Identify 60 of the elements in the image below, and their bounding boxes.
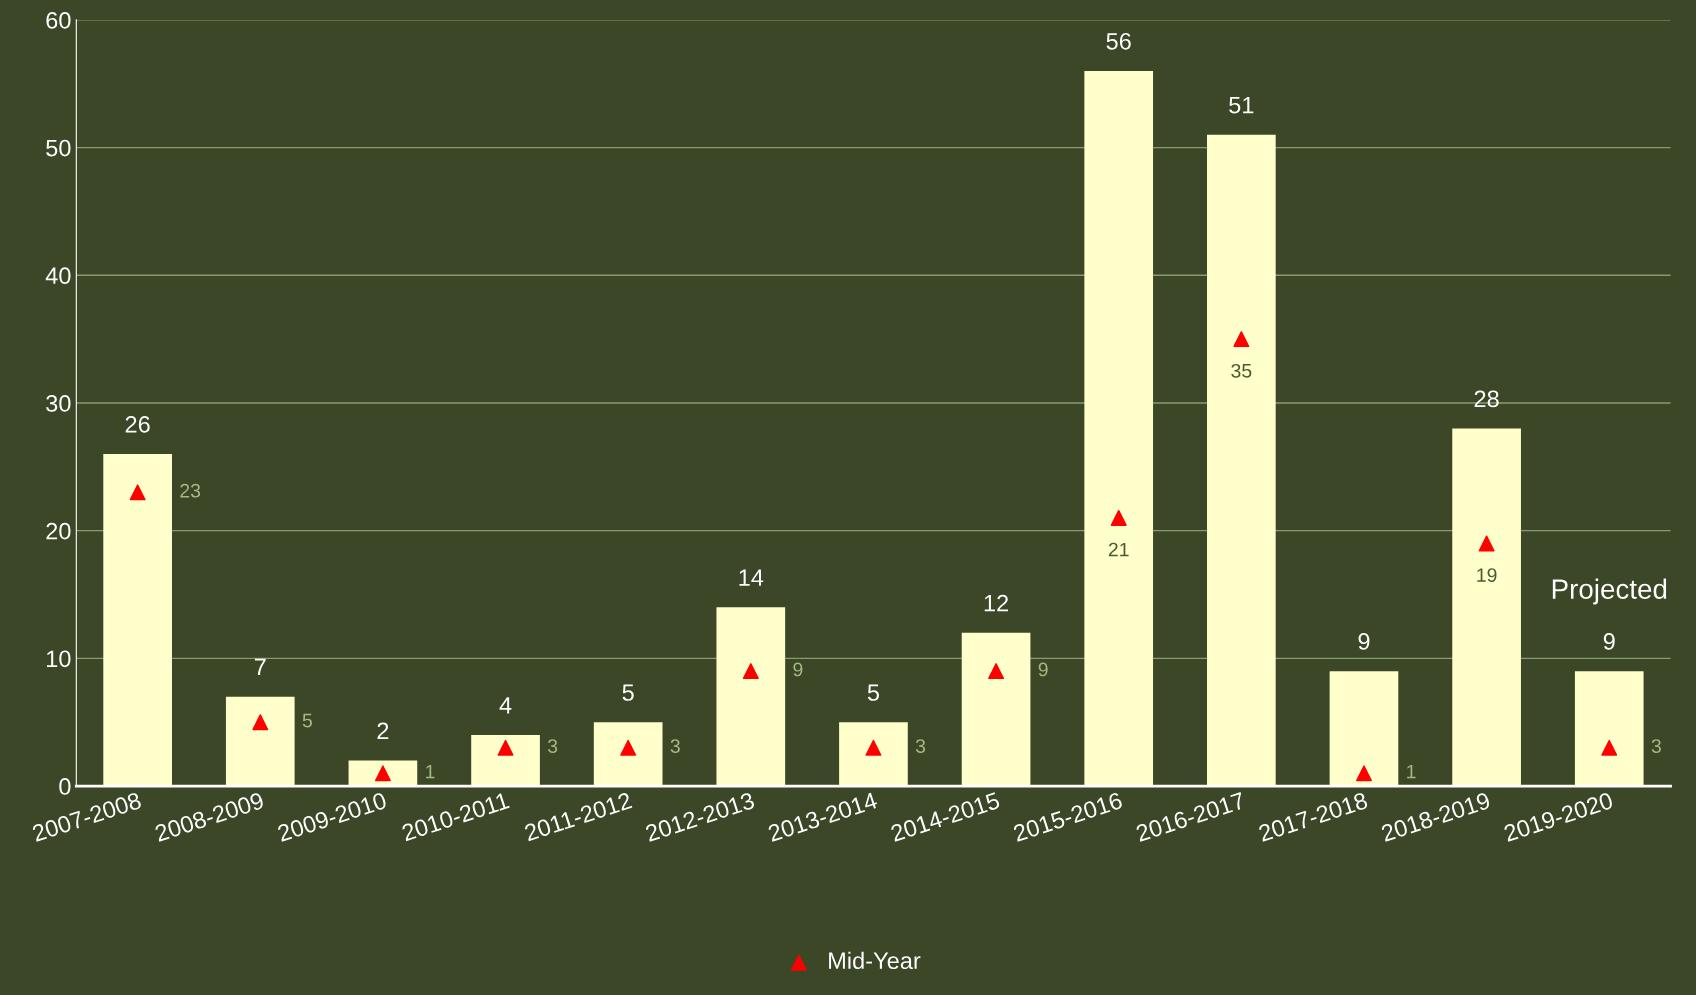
data-label: 7 [254, 658, 266, 676]
bar [471, 734, 540, 787]
y-tick-label: 10 [47, 650, 71, 668]
data-label: 26 [125, 416, 150, 433]
data-label: 3 [1651, 739, 1661, 753]
y-tick-label: 0 [59, 778, 71, 795]
point [865, 739, 882, 756]
data-label: 3 [547, 739, 558, 753]
point [988, 663, 1005, 680]
bar [1329, 671, 1399, 787]
bar [1084, 70, 1154, 787]
data-label: 1 [426, 764, 435, 779]
data-label: 1 [1407, 764, 1416, 779]
data-label: 9 [1358, 633, 1370, 650]
point [1478, 535, 1495, 552]
data-label: 56 [1106, 32, 1131, 50]
legend-label: Mid-Year [829, 951, 921, 970]
data-label: 21 [1108, 542, 1129, 557]
data-label: 23 [180, 483, 201, 498]
data-label: 51 [1229, 97, 1254, 114]
data-label: 35 [1231, 363, 1252, 378]
bar [1207, 134, 1276, 787]
bar [103, 454, 172, 787]
point [129, 484, 146, 501]
point [374, 765, 391, 782]
bar [961, 632, 1031, 787]
point [742, 663, 759, 680]
bar [593, 722, 663, 787]
data-label: 2 [377, 722, 389, 739]
y-tick-label: 40 [45, 267, 71, 285]
y-tick-label: 60 [46, 11, 71, 29]
data-label: 19 [1477, 568, 1497, 582]
point [497, 739, 514, 756]
data-label: 9 [1603, 633, 1615, 650]
y-tick-label: 50 [46, 139, 71, 157]
data-label: 14 [739, 569, 764, 586]
data-label: 9 [793, 662, 803, 677]
data-label: 4 [499, 697, 512, 714]
data-label: 5 [867, 684, 880, 701]
data-label: 9 [1038, 662, 1048, 677]
bar [1452, 428, 1521, 787]
bar [716, 607, 786, 787]
y-tick-label: 20 [46, 522, 71, 540]
point [1233, 331, 1250, 348]
data-label: 28 [1474, 390, 1499, 408]
data-label: 5 [302, 713, 312, 728]
point [252, 714, 269, 731]
data-label: 5 [622, 684, 634, 701]
annotation: Projected [1552, 578, 1667, 605]
data-label: 3 [915, 739, 926, 753]
point [1601, 739, 1618, 756]
point [1110, 509, 1127, 526]
data-label: 3 [670, 739, 680, 753]
point [620, 739, 637, 756]
point [1355, 765, 1372, 782]
bar [839, 722, 908, 787]
y-tick-label: 30 [46, 395, 71, 412]
bar [1574, 671, 1644, 787]
bar [225, 696, 295, 787]
data-label: 12 [984, 594, 1009, 612]
